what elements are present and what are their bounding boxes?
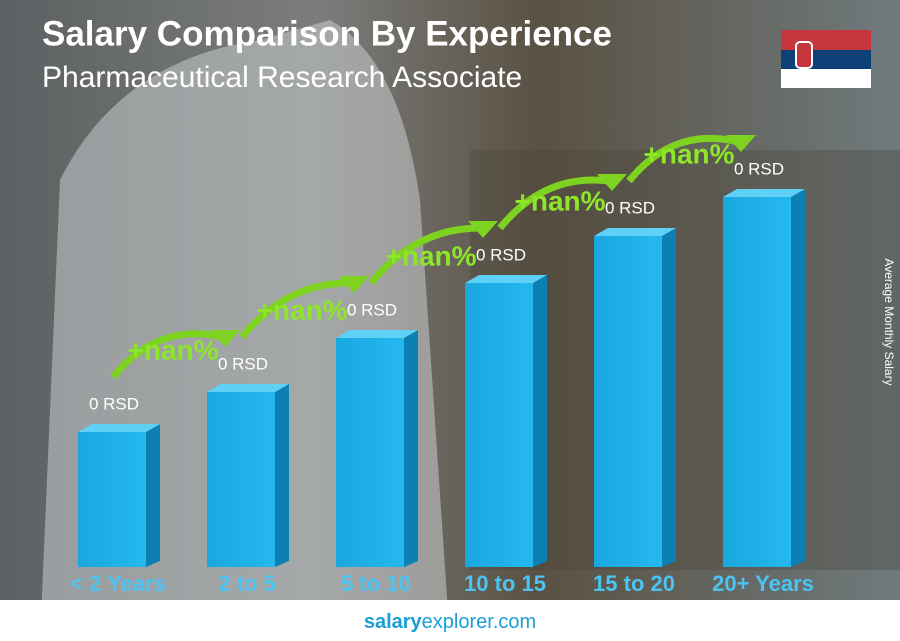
category-label: 15 to 20 bbox=[593, 571, 675, 596]
change-arrow bbox=[497, 176, 610, 231]
bar-side bbox=[791, 189, 805, 567]
change-arrow bbox=[110, 330, 223, 380]
bar-side bbox=[533, 275, 547, 567]
footer-band bbox=[0, 600, 900, 641]
value-label: 0 RSD bbox=[89, 394, 139, 413]
value-label: 0 RSD bbox=[605, 198, 655, 217]
change-arrowhead bbox=[726, 135, 756, 152]
change-arrowhead bbox=[339, 276, 369, 293]
footer-brand: salary bbox=[364, 611, 423, 633]
bar bbox=[336, 338, 404, 567]
bar bbox=[723, 197, 791, 567]
bar-top bbox=[78, 424, 160, 432]
axis-label: Average Monthly Salary bbox=[882, 258, 896, 385]
title: Salary Comparison By Experience bbox=[42, 14, 612, 53]
category-label: 2 to 5 bbox=[218, 571, 275, 596]
bar-top bbox=[594, 228, 676, 236]
value-label: 0 RSD bbox=[476, 245, 526, 264]
change-arrow bbox=[626, 134, 739, 184]
category-label: 20+ Years bbox=[712, 571, 814, 596]
change-arrowhead bbox=[210, 330, 240, 347]
bar-top bbox=[207, 384, 289, 392]
bar-top bbox=[723, 189, 805, 197]
category-label: < 2 Years bbox=[70, 571, 166, 596]
change-arrowhead bbox=[468, 221, 498, 238]
flag-stripe bbox=[781, 50, 871, 69]
change-label: +nan% bbox=[256, 294, 347, 325]
subtitle: Pharmaceutical Research Associate bbox=[42, 61, 522, 94]
change-label: +nan% bbox=[127, 334, 218, 365]
bar bbox=[465, 283, 533, 567]
category-label: 10 to 15 bbox=[464, 571, 546, 596]
change-label: +nan% bbox=[514, 185, 605, 216]
change-arrow bbox=[239, 279, 352, 340]
value-label: 0 RSD bbox=[734, 159, 784, 178]
bar-top bbox=[465, 275, 547, 283]
change-label: +nan% bbox=[385, 240, 476, 271]
change-arrowhead bbox=[597, 174, 627, 191]
bar bbox=[78, 432, 146, 567]
value-label: 0 RSD bbox=[347, 300, 397, 319]
bar-top bbox=[336, 330, 418, 338]
change-arrow bbox=[368, 224, 481, 286]
flag-stripe bbox=[781, 69, 871, 88]
flag-stripe bbox=[781, 30, 871, 50]
flag-emblem bbox=[795, 41, 813, 69]
bar bbox=[594, 236, 662, 567]
change-label: +nan% bbox=[643, 138, 734, 169]
bar-side bbox=[404, 330, 418, 567]
bar-side bbox=[662, 228, 676, 567]
footer-rest: explorer.com bbox=[422, 611, 537, 633]
bar-side bbox=[275, 384, 289, 567]
bar bbox=[207, 392, 275, 567]
flag bbox=[781, 30, 871, 88]
bar-side bbox=[146, 424, 160, 567]
value-label: 0 RSD bbox=[218, 354, 268, 373]
footer: salaryexplorer.com bbox=[364, 611, 536, 633]
category-label: 5 to 10 bbox=[341, 571, 411, 596]
